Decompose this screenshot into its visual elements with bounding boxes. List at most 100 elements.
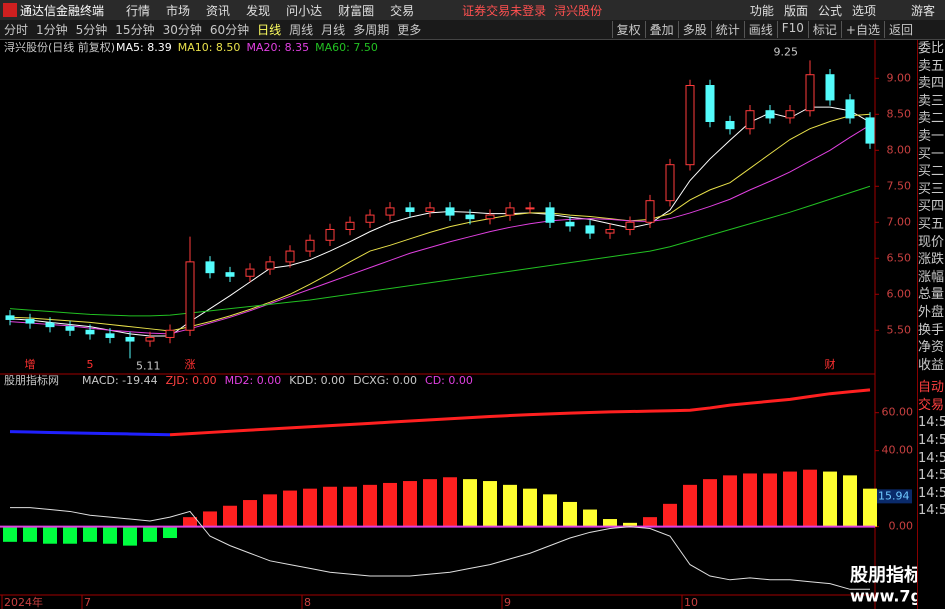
watermark-url: www.7gpzb.com — [850, 587, 917, 606]
toolbar-button[interactable]: +自选 — [840, 21, 884, 38]
histogram-bar — [823, 471, 837, 527]
candle-body — [325, 228, 335, 241]
last-value-box — [876, 489, 912, 504]
histogram-bar — [523, 488, 537, 527]
last-value-label: 15.94 — [878, 489, 910, 502]
toolbar-button[interactable]: 标记 — [807, 21, 841, 38]
sidebar-label[interactable]: 卖五 — [918, 58, 945, 74]
toolbar-button[interactable]: 画线 — [743, 21, 777, 38]
user[interactable]: 游客 — [910, 3, 935, 18]
sidebar-label[interactable]: 换手 — [918, 322, 945, 338]
candle-body — [425, 207, 435, 212]
chart-title: 浔兴股份(日线 前复权) — [4, 40, 115, 54]
candle-body — [705, 85, 715, 123]
period-tab[interactable]: 更多 — [397, 23, 422, 37]
period-tab[interactable]: 多周期 — [353, 23, 390, 37]
toolbar-button[interactable]: 返回 — [883, 21, 917, 38]
sidebar-label[interactable]: 涨跌 — [918, 252, 945, 268]
sidebar-label[interactable]: 14:56 — [918, 433, 945, 449]
period-tab[interactable]: 日线 — [257, 23, 282, 37]
menu-item[interactable]: 公式 — [817, 3, 842, 18]
menu-item[interactable]: 行情 — [126, 3, 151, 18]
indicator-label: MACD: -19.44 — [82, 374, 158, 387]
menu-item[interactable]: 问小达 — [286, 3, 323, 18]
menu-item[interactable]: 选项 — [851, 3, 876, 18]
y-tick-label: 8.50 — [887, 107, 912, 120]
sidebar-label[interactable]: 卖三 — [918, 93, 945, 109]
date-label: 10 — [684, 596, 698, 609]
menu-item[interactable]: 财富圈 — [338, 3, 375, 18]
sidebar-label[interactable]: 买三 — [918, 181, 945, 197]
histogram-bar — [803, 469, 817, 527]
app-title: 通达信金融终端 — [20, 3, 105, 18]
stock-name: 浔兴股份 — [554, 3, 603, 18]
histogram-bar — [683, 484, 697, 527]
ma-line — [9, 113, 871, 332]
sidebar-label[interactable]: 自动 — [918, 380, 945, 396]
period-tab[interactable]: 60分钟 — [209, 23, 250, 37]
candle-body — [165, 329, 175, 338]
candle-body — [245, 268, 255, 277]
sidebar-label[interactable]: 14:56 — [918, 468, 945, 484]
y-tick-label: 9.00 — [887, 71, 912, 84]
histogram-bar — [23, 526, 37, 542]
menu-item[interactable]: 市场 — [166, 3, 191, 18]
sidebar-label[interactable]: 收益 — [918, 357, 945, 373]
quote-sidebar: 委比卖五卖四 卖三卖二 卖一买一买二 买三买四 买五现价涨跌 涨幅总量 外盘换手净资 收益自动… — [917, 40, 945, 609]
period-tab[interactable]: 15分钟 — [115, 23, 155, 37]
sidebar-label[interactable]: 买四 — [918, 199, 945, 215]
sidebar-label[interactable]: 卖一 — [918, 128, 945, 144]
sidebar-label[interactable]: 卖二 — [918, 111, 945, 127]
sidebar-label[interactable]: 14:56 — [918, 415, 945, 431]
toolbar-button[interactable]: F10 — [776, 21, 808, 38]
sidebar-label[interactable]: 涨幅 — [918, 269, 945, 285]
histogram-bar — [223, 505, 237, 527]
y-tick-label: 0.00 — [889, 520, 914, 533]
candle-body — [645, 200, 655, 223]
period-tab[interactable]: 周线 — [289, 23, 314, 37]
sidebar-label[interactable]: 14:56 — [918, 450, 945, 466]
y-tick-label: 8.00 — [887, 143, 912, 156]
period-tab[interactable]: 30分钟 — [162, 23, 202, 37]
menu-item[interactable]: 版面 — [783, 3, 808, 18]
sidebar-label[interactable]: 卖四 — [918, 76, 945, 92]
menu-item[interactable]: 资讯 — [206, 3, 231, 18]
candle-body — [185, 261, 195, 331]
histogram-bar — [243, 500, 257, 527]
menu-item[interactable]: 交易 — [390, 3, 415, 18]
sidebar-label[interactable]: 买一 — [918, 146, 945, 162]
date-label: 2024年 — [4, 595, 43, 609]
sidebar-label[interactable]: 买五 — [918, 216, 945, 232]
toolbar-button[interactable]: 统计 — [710, 21, 744, 38]
ma-line — [9, 124, 871, 335]
period-tab[interactable]: 月线 — [321, 23, 346, 37]
date-label: 8 — [304, 596, 311, 609]
toolbar-button[interactable]: 复权 — [611, 21, 645, 38]
sidebar-label[interactable]: 买二 — [918, 164, 945, 180]
sidebar-label[interactable]: 14:56 — [918, 503, 945, 519]
menu-item[interactable]: 发现 — [246, 3, 271, 18]
login-status[interactable]: 证券交易未登录 — [462, 3, 547, 18]
toolbar-button[interactable]: 多股 — [677, 21, 711, 38]
indicator-label: ZJD: 0.00 — [166, 374, 217, 387]
period-tab[interactable]: 1分钟 — [36, 23, 68, 37]
ma-label: MA10: 8.50 — [178, 41, 241, 54]
sidebar-label[interactable]: 外盘 — [918, 304, 945, 320]
sidebar-label[interactable]: 14:56 — [918, 485, 945, 501]
candle-body — [305, 239, 315, 252]
menu-item[interactable]: 功能 — [749, 3, 774, 18]
toolbar-button[interactable]: 叠加 — [644, 21, 678, 38]
period-tab[interactable]: 5分钟 — [75, 23, 108, 37]
sidebar-label[interactable]: 净资 — [918, 340, 945, 356]
sidebar-label[interactable]: 现价 — [918, 234, 945, 250]
sidebar-label[interactable]: 委比 — [918, 41, 945, 56]
histogram-bar — [323, 486, 337, 527]
sidebar-label[interactable]: 总量 — [918, 287, 945, 303]
candle-body — [405, 207, 415, 212]
candle-body — [625, 221, 635, 230]
period-tab[interactable]: 分时 — [4, 23, 29, 37]
sidebar-label[interactable]: 交易 — [918, 397, 945, 413]
histogram-bar — [443, 477, 457, 527]
candle-body — [505, 207, 515, 216]
y-tick-label: 40.00 — [882, 444, 914, 457]
